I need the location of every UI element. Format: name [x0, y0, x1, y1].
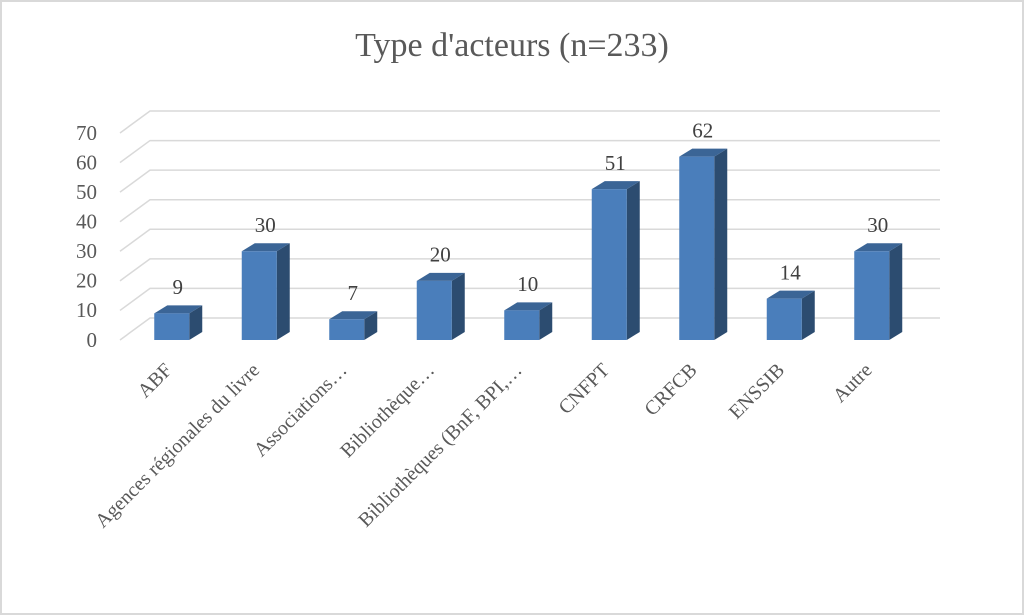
bar-front: [854, 251, 890, 340]
data-label: 14: [780, 260, 802, 284]
bar-side: [714, 148, 728, 340]
y-tick-label: 70: [76, 121, 97, 145]
bar-front: [416, 280, 452, 340]
chart-title: Type d'acteurs (n=233): [355, 27, 669, 64]
y-tick-label: 40: [76, 210, 97, 234]
bar: [854, 243, 903, 340]
data-label: 51: [605, 151, 626, 175]
data-label: 62: [692, 118, 713, 142]
grid-line: [119, 198, 940, 223]
bar-top: [241, 243, 290, 252]
bar-top: [591, 181, 640, 190]
bar-front: [679, 156, 715, 340]
y-tick-label: 0: [87, 328, 98, 352]
bar-front: [504, 310, 540, 340]
grid-line: [119, 110, 940, 134]
bar-side: [626, 181, 640, 340]
bar-top: [854, 243, 903, 252]
bar: [241, 243, 290, 340]
data-label: 30: [255, 213, 276, 237]
y-tick-label: 30: [76, 239, 97, 263]
bar-side: [801, 290, 815, 340]
bar-top: [154, 305, 203, 314]
grid-line: [119, 317, 940, 341]
bar-side: [189, 305, 203, 340]
bar-side: [451, 272, 465, 340]
grid-line: [119, 169, 940, 193]
bar-front: [591, 189, 627, 340]
grid-line: [119, 287, 940, 312]
grid-line: [119, 258, 940, 282]
bar-top: [679, 148, 728, 157]
bar: [504, 302, 553, 340]
data-label: 7: [348, 281, 359, 305]
y-tick-label: 20: [76, 269, 97, 293]
bar-side: [276, 243, 290, 340]
bar-top: [416, 272, 465, 281]
bar-side: [364, 311, 378, 340]
data-label: 20: [430, 243, 451, 267]
bar: [591, 181, 640, 340]
bar-front: [241, 251, 277, 340]
y-tick-label: 10: [76, 298, 97, 322]
grid-line: [119, 139, 940, 164]
data-label: 10: [517, 272, 538, 296]
bar: [329, 311, 378, 340]
bar: [154, 305, 203, 340]
bar: [416, 272, 465, 340]
bar-top: [329, 311, 378, 320]
y-tick-label: 60: [76, 150, 97, 174]
bar-side: [889, 243, 903, 340]
y-tick-label: 50: [76, 180, 97, 204]
bar-top: [504, 302, 553, 311]
bar: [766, 290, 815, 340]
bar-top: [766, 290, 815, 299]
data-label: 9: [173, 275, 184, 299]
bar: [679, 148, 728, 340]
bar-side: [539, 302, 553, 340]
bar-front: [766, 298, 802, 340]
data-label: 30: [867, 213, 888, 237]
grid-line: [119, 228, 940, 252]
bar-front: [329, 319, 365, 340]
bar-front: [154, 313, 190, 340]
